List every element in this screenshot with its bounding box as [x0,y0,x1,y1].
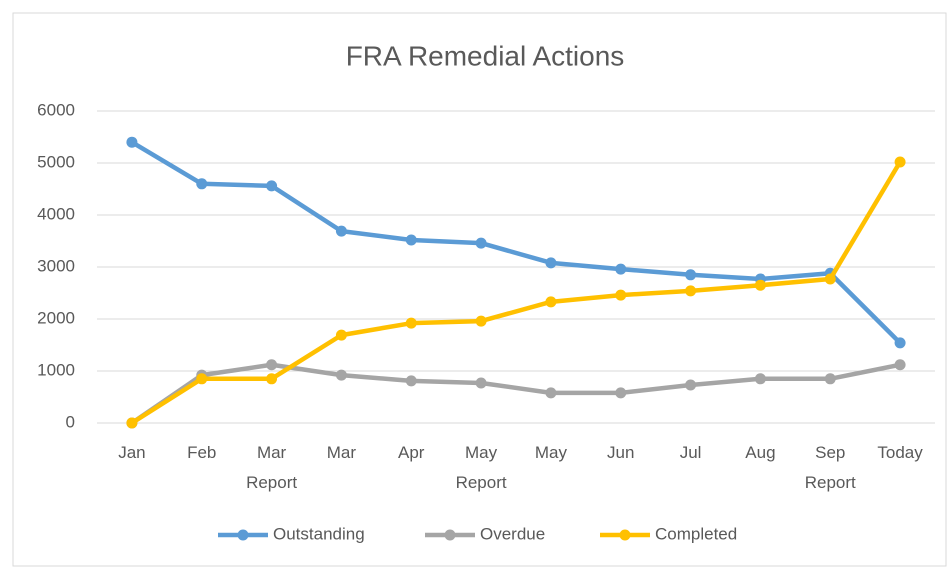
y-tick-label: 5000 [37,152,75,171]
marker [196,373,208,385]
x-tick-label: Mar [327,443,357,462]
marker [685,269,697,281]
line [130,140,902,345]
marker [196,178,208,190]
marker [266,359,278,371]
marker [754,279,766,291]
line [130,362,901,425]
marker [685,379,697,391]
marker [894,156,906,168]
marker [545,296,557,308]
marker [405,317,417,329]
y-tick-label: 0 [66,412,75,431]
legend-label: Overdue [480,524,545,543]
legend-marker [237,529,249,541]
marker [405,234,417,246]
y-tick-label: 3000 [37,256,75,275]
marker [475,377,487,389]
chart-title: FRA Remedial Actions [346,40,625,71]
y-tick-label: 6000 [37,100,75,119]
marker [475,315,487,327]
marker [335,369,347,381]
y-tick-label: 2000 [37,308,75,327]
legend-marker [619,529,631,541]
marker [126,136,138,148]
y-tick-label: 1000 [37,360,75,379]
marker [335,225,347,237]
line [130,160,903,425]
y-tick-label: 4000 [37,204,75,223]
x-tick-label: Aug [745,443,775,462]
marker [545,257,557,269]
x-tick-label: Jul [680,443,702,462]
x-tick-label: Mar Report [246,443,297,492]
x-tick-label: Feb [187,443,216,462]
x-tick-label: Apr [398,443,425,462]
marker [824,273,836,285]
chart-frame [12,12,947,567]
marker [615,289,627,301]
legend-label: Outstanding [273,524,365,543]
x-tick-label: May Report [456,443,507,492]
marker [266,180,278,192]
marker [475,237,487,249]
marker [754,373,766,385]
marker [824,373,836,385]
marker [266,373,278,385]
series [126,156,906,429]
x-tick-label: Jan [118,443,145,462]
x-tick-label: Today [877,443,923,462]
marker [405,375,417,387]
marker [126,417,138,429]
legend-label: Completed [655,524,737,543]
x-tick-label: Sep Report [805,443,856,492]
marker [335,329,347,341]
marker [615,263,627,275]
marker [685,285,697,297]
marker [615,387,627,399]
marker [894,337,906,349]
legend-marker [444,529,456,541]
x-tick-label: May [535,443,568,462]
x-tick-label: Jun [607,443,634,462]
marker [545,387,557,399]
marker [894,359,906,371]
